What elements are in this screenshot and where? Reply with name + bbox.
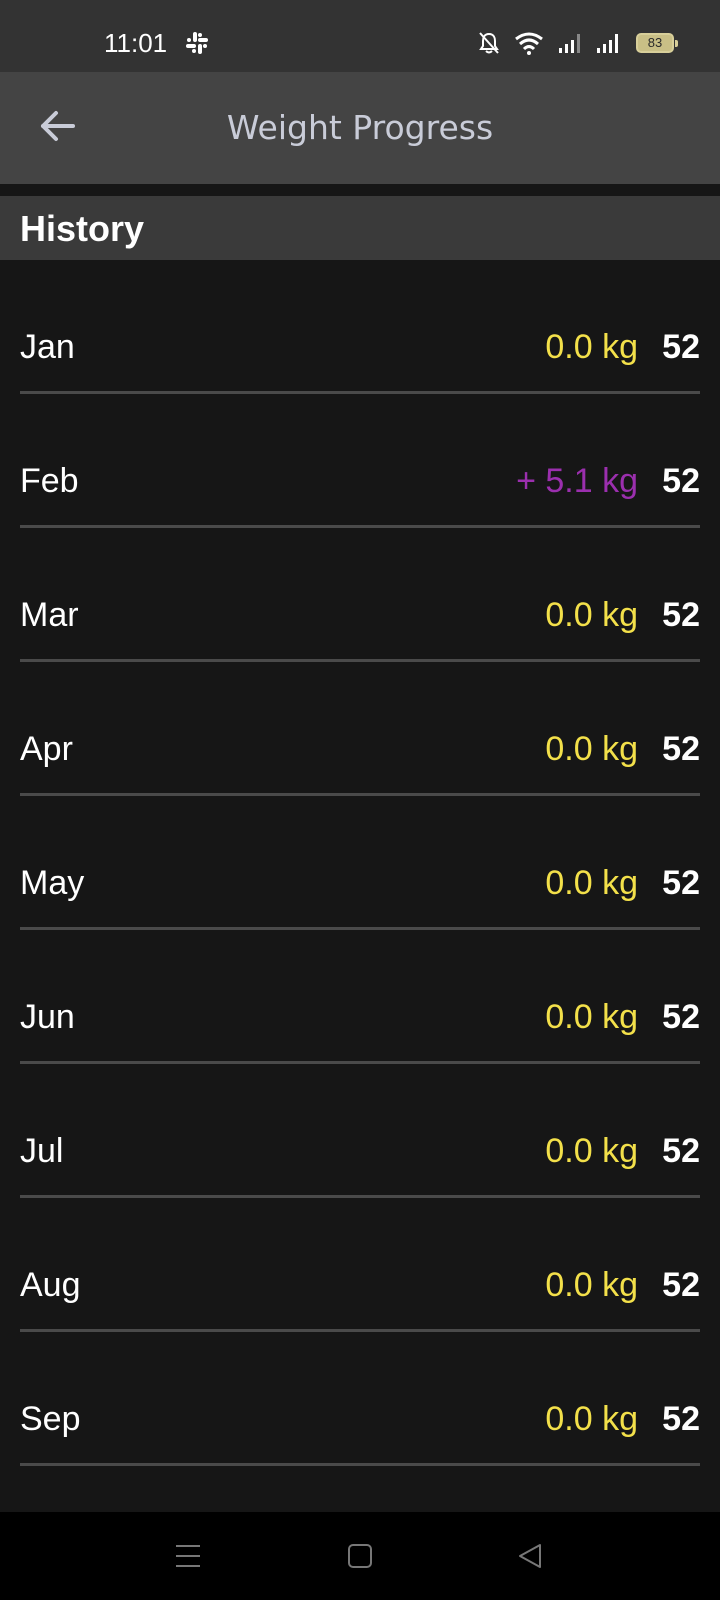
home-square-icon (348, 1544, 372, 1568)
app-bar: Weight Progress (0, 72, 720, 184)
system-nav-bar (0, 1512, 720, 1600)
recent-apps-button[interactable] (168, 1538, 208, 1574)
row-weight-value: 52 (662, 1266, 700, 1304)
history-list: Jan 0.0 kg 52 Feb + 5.1 kg 52 Mar 0.0 kg… (0, 260, 720, 1512)
row-month: Sep (20, 1400, 81, 1438)
menu-icon (176, 1545, 200, 1567)
row-month: Jun (20, 998, 75, 1036)
row-weight-value: 52 (662, 328, 700, 366)
arrow-left-icon (41, 111, 75, 141)
history-row[interactable]: Jan 0.0 kg 52 (20, 260, 700, 394)
status-bar: 11:01 (0, 0, 720, 72)
row-month: Jul (20, 1132, 64, 1170)
row-weight-change: 0.0 kg (545, 730, 638, 768)
row-weight-change: 0.0 kg (545, 1266, 638, 1304)
battery-level: 83 (647, 35, 663, 50)
row-weight-value: 52 (662, 1400, 700, 1438)
row-weight-value: 52 (662, 462, 700, 500)
row-month: Apr (20, 730, 73, 768)
row-month: Aug (20, 1266, 81, 1304)
history-row[interactable]: Feb + 5.1 kg 52 (20, 394, 700, 528)
row-month: May (20, 864, 85, 902)
row-month: Mar (20, 596, 79, 634)
bell-off-icon (479, 32, 499, 54)
wifi-icon (515, 32, 543, 55)
signal-icon (559, 34, 580, 53)
row-weight-change: 0.0 kg (545, 1400, 638, 1438)
slack-icon (186, 32, 208, 54)
back-button[interactable] (34, 102, 82, 150)
row-weight-value: 52 (662, 864, 700, 902)
row-weight-change: 0.0 kg (545, 328, 638, 366)
row-weight-value: 52 (662, 596, 700, 634)
history-row[interactable]: Sep 0.0 kg 52 (20, 1332, 700, 1466)
row-weight-change: 0.0 kg (545, 864, 638, 902)
status-icons: 83 (478, 30, 678, 56)
row-month: Feb (20, 462, 79, 500)
history-row[interactable]: Jul 0.0 kg 52 (20, 1064, 700, 1198)
back-triangle-icon (519, 1544, 541, 1568)
history-row[interactable]: Jun 0.0 kg 52 (20, 930, 700, 1064)
row-weight-value: 52 (662, 730, 700, 768)
row-weight-value: 52 (662, 1132, 700, 1170)
section-header: History (0, 196, 720, 260)
back-nav-button[interactable] (510, 1538, 550, 1574)
row-weight-change: + 5.1 kg (516, 462, 638, 500)
battery-icon: 83 (636, 33, 678, 53)
signal-icon (597, 34, 618, 53)
row-weight-change: 0.0 kg (545, 1132, 638, 1170)
history-row[interactable]: Apr 0.0 kg 52 (20, 662, 700, 796)
row-weight-value: 52 (662, 998, 700, 1036)
row-month: Jan (20, 328, 75, 366)
section-title: History (20, 208, 145, 249)
history-row[interactable]: Aug 0.0 kg 52 (20, 1198, 700, 1332)
home-button[interactable] (340, 1538, 380, 1574)
history-row[interactable]: Mar 0.0 kg 52 (20, 528, 700, 662)
row-weight-change: 0.0 kg (545, 596, 638, 634)
row-weight-change: 0.0 kg (545, 998, 638, 1036)
page-title: Weight Progress (226, 108, 494, 147)
history-row[interactable]: May 0.0 kg 52 (20, 796, 700, 930)
status-time: 11:01 (104, 28, 168, 58)
